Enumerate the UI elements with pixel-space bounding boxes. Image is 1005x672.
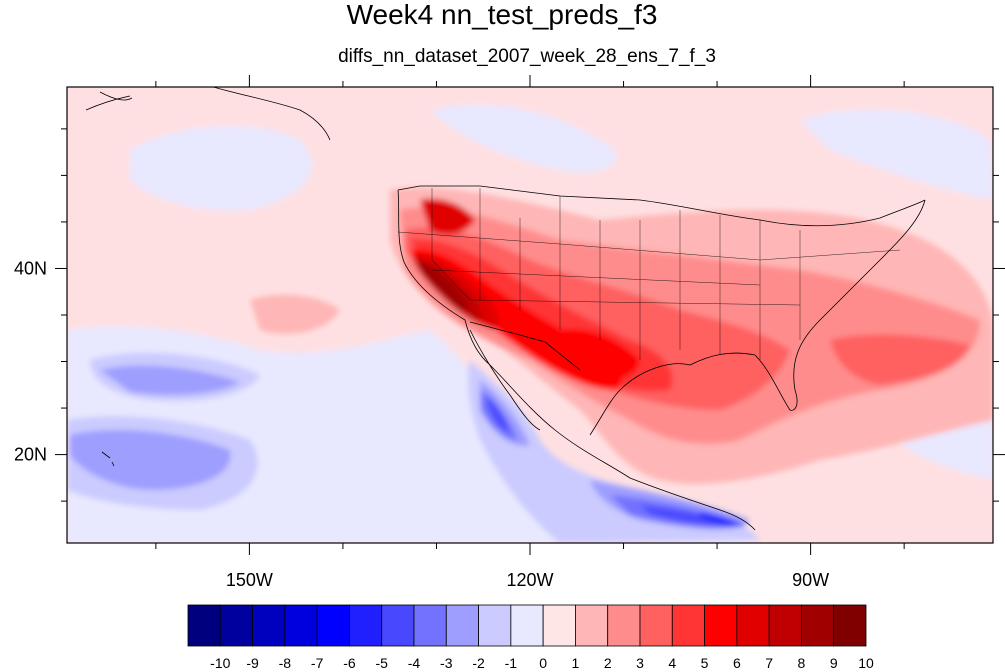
axis-labels: 150W 120W 90W 40N 20N <box>14 258 829 590</box>
colorbar-label: 6 <box>733 655 741 671</box>
colorbar-swatch <box>316 604 350 647</box>
colorbar-label: -4 <box>408 655 421 671</box>
figure-subtitle: diffs_nn_dataset_2007_week_28_ens_7_f_3 <box>338 46 716 67</box>
colorbar-swatch <box>575 604 609 647</box>
axis-ticks <box>55 75 1005 555</box>
colorbar-label: 5 <box>701 655 709 671</box>
colorbar-swatch <box>510 604 544 647</box>
coastlines <box>85 87 926 531</box>
state-borders <box>397 188 901 360</box>
figure-title: Week4 nn_test_preds_f3 <box>347 0 658 30</box>
colorbar-label: -8 <box>279 655 292 671</box>
colorbar-label: 1 <box>572 655 580 671</box>
colorbar-swatch <box>478 604 512 647</box>
field-contours <box>67 104 993 543</box>
colorbar-swatch <box>252 604 286 647</box>
x-tick-label: 150W <box>226 570 273 590</box>
colorbar-label: -10 <box>210 655 230 671</box>
colorbar: -10 -9 -8 -7 -6 -5 -4 -3 -2 -1 0 1 2 3 4 5 6 7 8 9 10 <box>187 604 874 671</box>
colorbar-label: 8 <box>798 655 806 671</box>
colorbar-label: 2 <box>604 655 612 671</box>
x-tick-label: 90W <box>792 570 829 590</box>
colorbar-label: -6 <box>343 655 356 671</box>
colorbar-swatch <box>187 604 221 647</box>
y-tick-label: 20N <box>14 445 47 465</box>
colorbar-swatch <box>639 604 673 647</box>
colorbar-swatch <box>349 604 383 647</box>
colorbar-label: -5 <box>375 655 388 671</box>
y-tick-label: 40N <box>14 258 47 278</box>
colorbar-label: -1 <box>505 655 518 671</box>
colorbar-swatch <box>768 604 802 647</box>
colorbar-swatch <box>381 604 415 647</box>
colorbar-label: 10 <box>858 655 874 671</box>
colorbar-swatch <box>542 604 576 647</box>
colorbar-label: -2 <box>472 655 485 671</box>
colorbar-swatch <box>704 604 738 647</box>
colorbar-swatch <box>413 604 447 647</box>
colorbar-swatch <box>607 604 641 647</box>
colorbar-label: -9 <box>246 655 259 671</box>
colorbar-label: 7 <box>765 655 773 671</box>
colorbar-label: 3 <box>636 655 644 671</box>
colorbar-label: 0 <box>539 655 547 671</box>
colorbar-swatch <box>801 604 835 647</box>
x-tick-label: 120W <box>506 570 553 590</box>
colorbar-swatch <box>736 604 770 647</box>
colorbar-label: 4 <box>668 655 676 671</box>
colorbar-swatch <box>833 604 867 647</box>
colorbar-swatch <box>671 604 705 647</box>
colorbar-label: -3 <box>440 655 453 671</box>
colorbar-label: -7 <box>311 655 324 671</box>
map-panel <box>67 87 993 543</box>
colorbar-swatch <box>284 604 318 647</box>
colorbar-swatch <box>445 604 479 647</box>
colorbar-swatch <box>219 604 253 647</box>
colorbar-label: 9 <box>830 655 838 671</box>
